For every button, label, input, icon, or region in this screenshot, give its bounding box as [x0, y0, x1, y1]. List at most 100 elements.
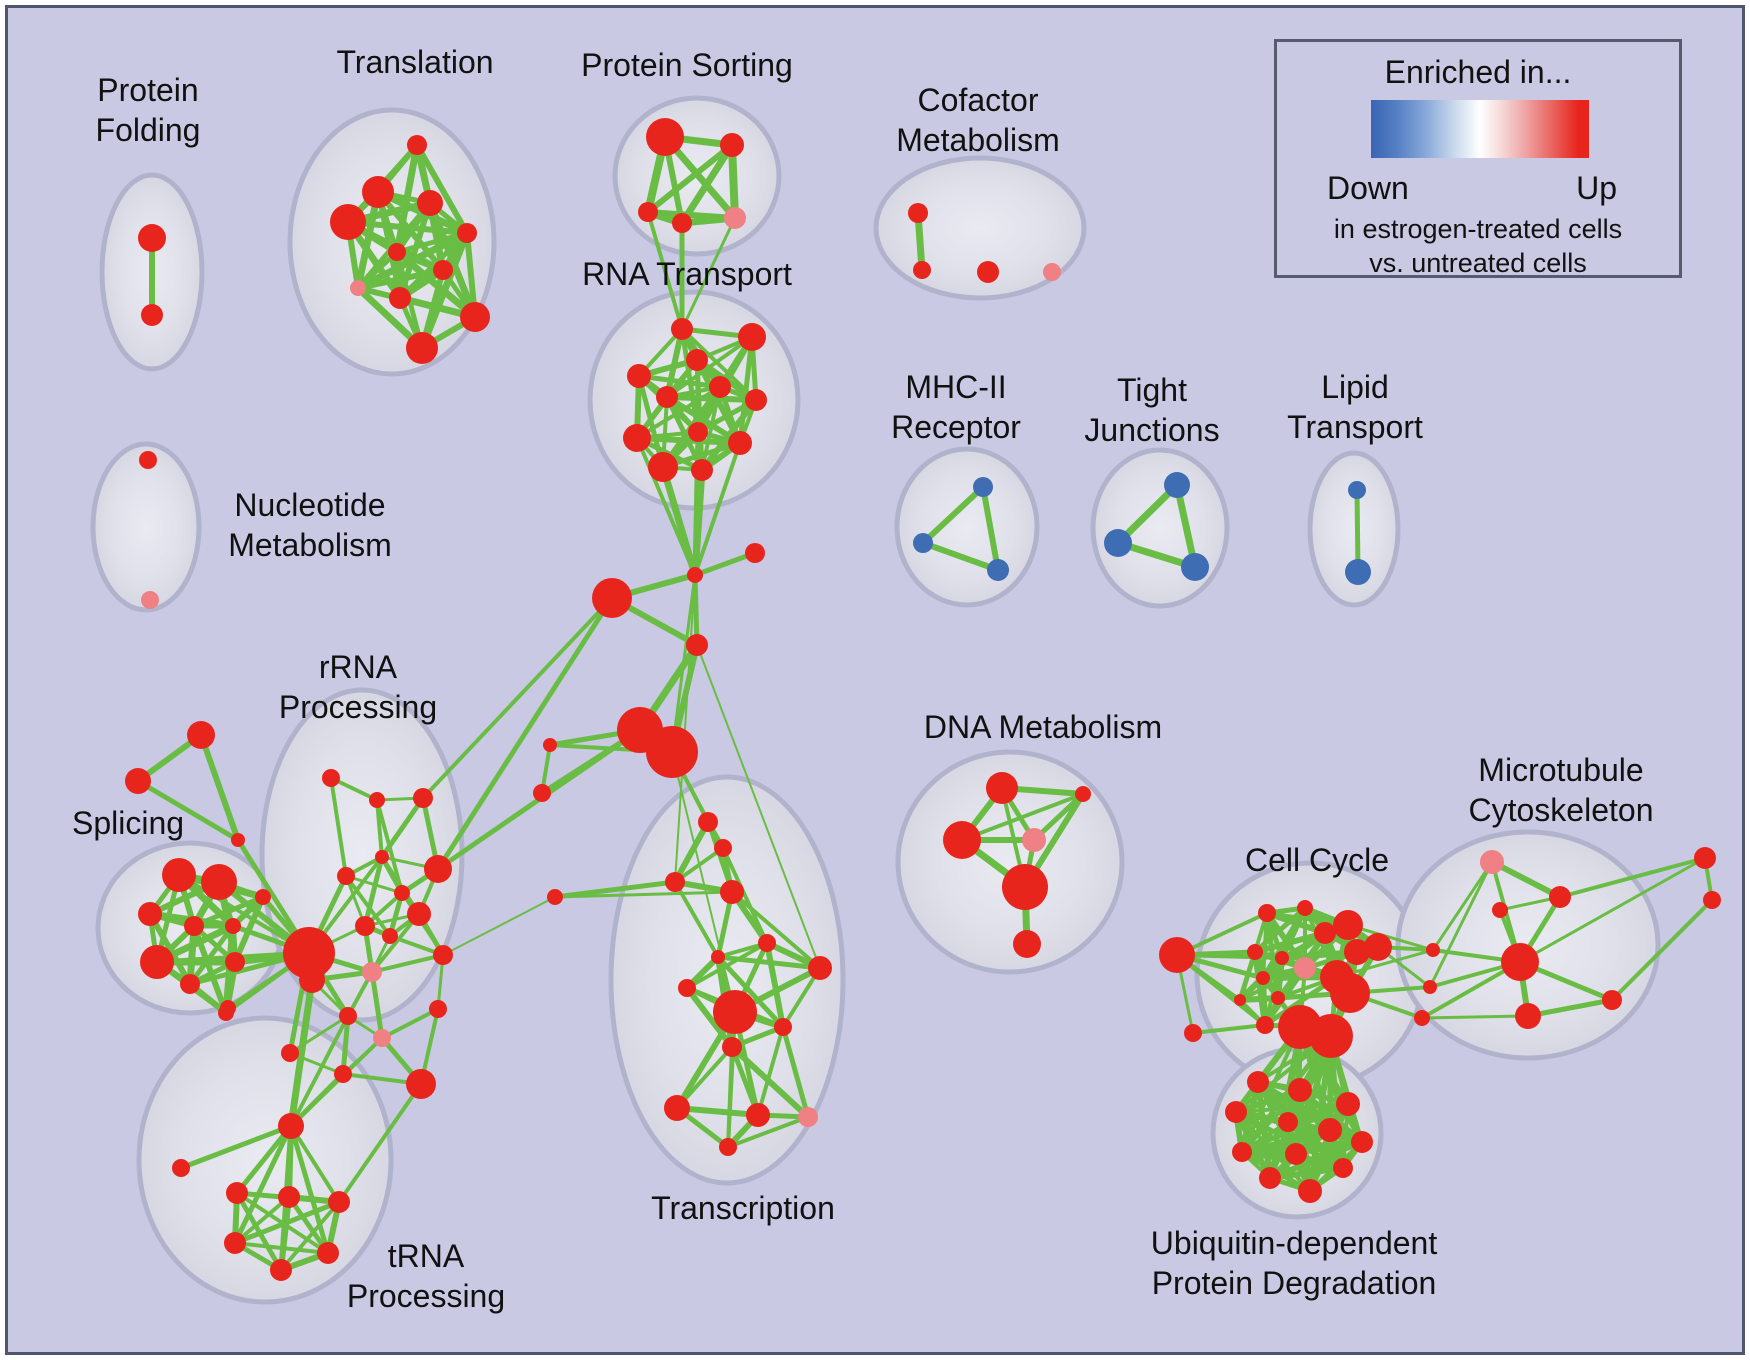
cluster-label-microtubule-cytoskeleton: Microtubule	[1478, 752, 1643, 788]
node-t1	[187, 721, 215, 749]
node-trn4	[224, 1232, 246, 1254]
edge	[344, 874, 404, 895]
node-d6	[1013, 930, 1041, 958]
node-u3	[1336, 1092, 1360, 1116]
node-rrf	[424, 855, 452, 883]
node-rt11	[648, 452, 678, 482]
node-trn5	[317, 1242, 339, 1264]
node-ps1	[646, 118, 684, 156]
legend-subtitle-line1: in estrogen-treated cells	[1333, 214, 1623, 244]
node-rr22	[220, 1000, 236, 1016]
edge	[421, 596, 614, 800]
node-rr12	[355, 916, 375, 936]
node-rr1	[322, 769, 340, 787]
node-rr19	[406, 1069, 436, 1099]
edge	[1175, 953, 1267, 1027]
node-tr7	[433, 260, 453, 280]
node-u9	[1285, 1143, 1307, 1165]
node-tr2	[362, 176, 394, 208]
node-ci	[1159, 937, 1195, 973]
node-s1	[543, 738, 557, 752]
edge	[671, 751, 736, 1013]
edge	[380, 1007, 440, 1040]
edge	[1558, 856, 1707, 899]
cluster-label-rrna-processing: Processing	[279, 689, 437, 725]
cluster-ellipse-lipid-transport	[1307, 450, 1401, 608]
edge	[355, 267, 446, 291]
cluster-label-ubiquitin-degradation: Protein Degradation	[1152, 1265, 1437, 1301]
node-rr16	[362, 962, 382, 982]
edge	[664, 326, 685, 400]
node-trn6	[270, 1259, 292, 1281]
node-d2	[1075, 786, 1091, 802]
node-c3	[1314, 922, 1336, 944]
node-mt7	[1694, 847, 1716, 869]
cluster-label-protein-folding: Folding	[96, 112, 201, 148]
node-m2	[913, 533, 933, 553]
edge	[329, 776, 348, 878]
node-nm1	[139, 451, 157, 469]
edge	[684, 985, 735, 1050]
edge	[634, 435, 743, 446]
edge	[920, 484, 986, 546]
node-g2	[646, 726, 698, 778]
legend-up-label: Up	[1576, 170, 1617, 206]
edge	[1610, 898, 1714, 1002]
edge	[645, 142, 735, 215]
node-tx1	[698, 812, 718, 832]
node-ps2	[720, 133, 744, 157]
node-ps3	[638, 202, 658, 222]
node-d5	[1002, 864, 1048, 910]
node-rr21	[281, 1044, 299, 1062]
cluster-label-lipid-transport: Lipid	[1321, 369, 1389, 405]
cluster-label-trna-processing: tRNA	[388, 1238, 465, 1274]
node-l2	[1345, 559, 1371, 585]
node-rr17	[339, 1007, 357, 1025]
node-tx3	[665, 872, 685, 892]
cluster-label-microtubule-cytoskeleton: Cytoskeleton	[1469, 792, 1654, 828]
cluster-label-nucleotide-metabolism: Nucleotide	[234, 487, 385, 523]
node-rr6	[394, 885, 410, 901]
legend-box: Enriched in... Down Up in estrogen-treat…	[1274, 39, 1682, 278]
node-sp9	[225, 952, 245, 972]
cluster-label-cofactor-metabolism: Cofactor	[918, 82, 1039, 118]
edge	[678, 141, 736, 227]
node-c1	[1258, 904, 1276, 922]
node-rt12	[691, 459, 713, 481]
edge	[692, 550, 758, 578]
node-b3	[1414, 1010, 1430, 1026]
edge	[1297, 1087, 1365, 1145]
legend-subtitle-line2: vs. untreated cells	[1369, 248, 1587, 278]
cluster-ellipse-cofactor-metabolism	[873, 155, 1087, 301]
node-m1	[973, 477, 993, 497]
node-d3	[943, 821, 981, 859]
node-b1	[1426, 943, 1440, 957]
node-u7	[1351, 1131, 1373, 1153]
node-sp4	[138, 902, 162, 926]
node-tr1	[407, 135, 427, 155]
edge	[1428, 860, 1494, 989]
node-u11	[1259, 1167, 1281, 1189]
node-ps4	[672, 213, 692, 233]
edge	[780, 1024, 811, 1120]
edge	[692, 429, 701, 578]
edge	[699, 397, 759, 473]
node-rrh2	[299, 967, 325, 993]
node-rt4	[627, 364, 651, 388]
node-j2	[1104, 529, 1132, 557]
node-tx4	[720, 880, 744, 904]
edge	[764, 940, 786, 1030]
edge	[1234, 1102, 1350, 1114]
node-c13	[1330, 973, 1370, 1013]
cluster-label-mhc-ii-receptor: Receptor	[891, 409, 1021, 445]
node-c2	[1297, 900, 1313, 916]
node-rt7	[745, 389, 767, 411]
node-h4	[686, 634, 708, 656]
edge	[920, 540, 1001, 573]
edge	[730, 890, 822, 970]
node-tx11	[664, 1095, 690, 1121]
cluster-label-rrna-processing: rRNA	[319, 649, 398, 685]
node-u1	[1247, 1071, 1269, 1093]
edge	[344, 874, 392, 938]
